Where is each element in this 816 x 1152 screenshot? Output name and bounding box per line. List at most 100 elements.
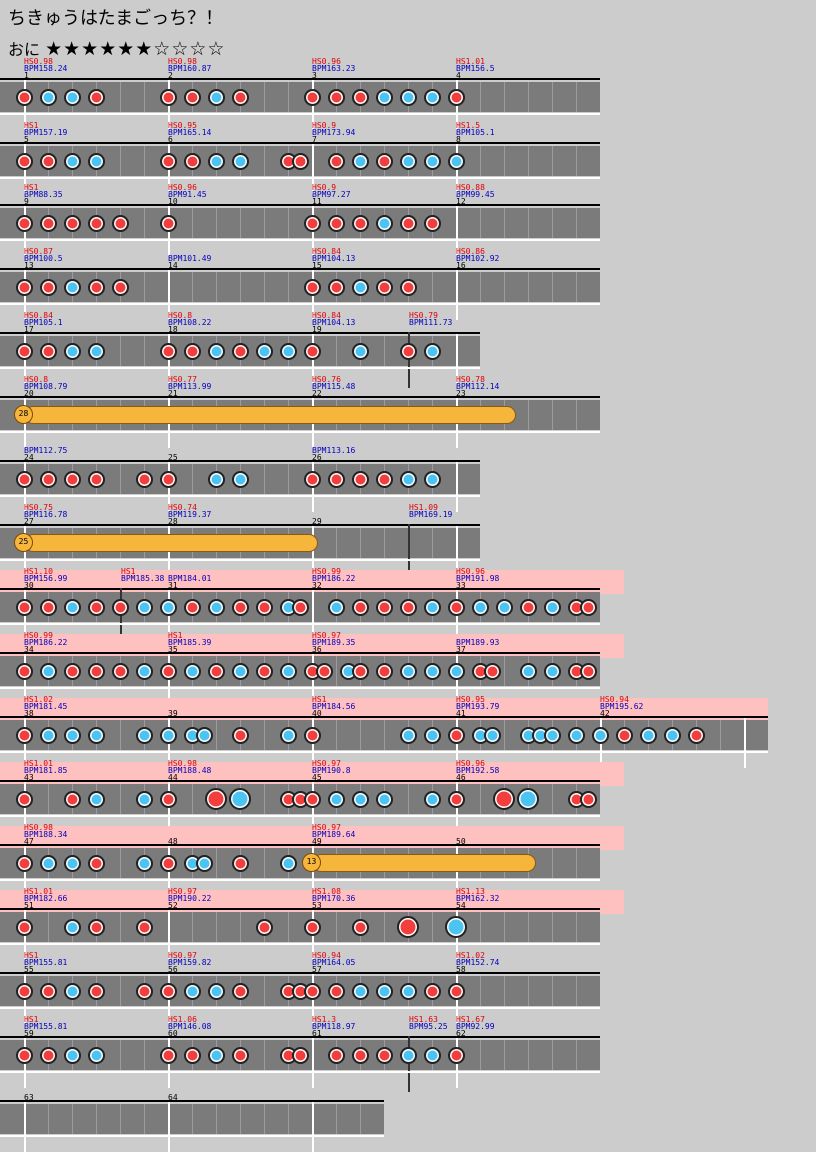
don-note <box>39 152 57 170</box>
ka-note <box>375 214 393 232</box>
don-note <box>39 214 57 232</box>
measure-number: 51 <box>24 901 34 910</box>
measure-number: 57 <box>312 965 322 974</box>
beat-line <box>48 1104 49 1134</box>
measure-number: 5 <box>24 135 29 144</box>
drumroll-head: 28 <box>14 405 33 424</box>
measure-bpm-label: BPM88.35 <box>24 190 63 199</box>
speed-change-bpm-label: BPM169.19 <box>409 510 453 519</box>
beat-line <box>552 912 553 942</box>
beat-line <box>720 720 721 750</box>
don-note <box>63 470 81 488</box>
measure-bpm-label: BPM195.62 <box>600 702 644 711</box>
don-note <box>39 982 57 1000</box>
measure-number: 15 <box>312 261 322 270</box>
ka-note <box>87 1046 105 1064</box>
beat-line <box>528 400 529 430</box>
don-note <box>375 1046 393 1064</box>
don-note <box>39 470 57 488</box>
ka-note <box>207 152 225 170</box>
measure-hs-label: HS1 <box>312 695 327 704</box>
don-note <box>303 88 321 106</box>
beat-line <box>480 976 481 1006</box>
beat-line <box>288 208 289 238</box>
measure-number: 39 <box>168 709 178 718</box>
beat-line <box>552 208 553 238</box>
beat-line <box>408 784 409 814</box>
ka-note <box>663 726 681 744</box>
speed-change-bpm-label: BPM95.25 <box>409 1022 448 1031</box>
beat-line <box>432 912 433 942</box>
measure-bpm-label: BPM113.16 <box>312 446 356 455</box>
don-note <box>351 88 369 106</box>
measure-hs-label: HS0.95 <box>168 121 197 130</box>
measure-number: 35 <box>168 645 178 654</box>
measure-number: 53 <box>312 901 322 910</box>
ka-note <box>423 790 441 808</box>
don-note <box>327 88 345 106</box>
don-note <box>231 88 249 106</box>
beat-line <box>528 912 529 942</box>
beat-line <box>240 208 241 238</box>
don-note <box>327 278 345 296</box>
drumroll-bar <box>24 406 516 424</box>
don-note <box>255 598 273 616</box>
ka-note <box>423 88 441 106</box>
beat-line <box>120 1040 121 1070</box>
beat-line <box>552 784 553 814</box>
don-note <box>579 790 597 808</box>
measure-bpm-label: BPM181.45 <box>24 702 68 711</box>
row-top-line <box>0 716 768 718</box>
don-note <box>447 1046 465 1064</box>
don-note <box>15 726 33 744</box>
speed-change-bpm-label: BPM185.38 <box>121 574 165 583</box>
measure-number: 17 <box>24 325 34 334</box>
ka-note <box>207 470 225 488</box>
measure-bpm-label: BPM184.01 <box>168 574 212 583</box>
don-note <box>255 662 273 680</box>
row-top-line <box>0 268 600 270</box>
measure-number: 33 <box>456 581 466 590</box>
ka-note <box>207 1046 225 1064</box>
beat-line <box>48 912 49 942</box>
ka-note <box>195 726 213 744</box>
don-note <box>159 854 177 872</box>
ka-note <box>63 982 81 1000</box>
don-note <box>63 790 81 808</box>
don-note <box>375 152 393 170</box>
measure-number: 22 <box>312 389 322 398</box>
ka-note <box>231 470 249 488</box>
measure-bpm-label: BPM165.14 <box>168 128 212 137</box>
measure-bpm-label: BPM105.1 <box>456 128 495 137</box>
beat-line <box>336 528 337 558</box>
row-top-line <box>0 142 600 144</box>
measure-bpm-label: BPM182.66 <box>24 894 68 903</box>
beat-line <box>192 464 193 494</box>
measure-hs-label: HS0.98 <box>168 759 197 768</box>
beat-line <box>576 400 577 430</box>
ka-note <box>399 726 417 744</box>
measure-hs-label: HS0.84 <box>312 247 341 256</box>
measure-number: 12 <box>456 197 466 206</box>
beat-line <box>96 1104 97 1134</box>
row-top-line <box>0 652 600 654</box>
don-note <box>231 854 249 872</box>
big-ka-note <box>229 788 251 810</box>
ka-note <box>39 726 57 744</box>
measure-hs-label: HS0.76 <box>312 375 341 384</box>
row-top-line <box>0 908 600 910</box>
measure-hs-label: HS0.97 <box>312 759 341 768</box>
measure-number: 60 <box>168 1029 178 1038</box>
measure-bpm-label: BPM108.79 <box>24 382 68 391</box>
don-note <box>231 342 249 360</box>
speed-change-line <box>408 332 410 388</box>
don-note <box>15 598 33 616</box>
measure-hs-label: HS0.96 <box>456 567 485 576</box>
don-note <box>15 152 33 170</box>
measure-bpm-label: BPM99.45 <box>456 190 495 199</box>
measure-hs-label: HS0.95 <box>456 695 485 704</box>
beat-line <box>360 528 361 558</box>
don-note <box>375 470 393 488</box>
ka-note <box>399 470 417 488</box>
measure-bpm-label: BPM193.79 <box>456 702 500 711</box>
